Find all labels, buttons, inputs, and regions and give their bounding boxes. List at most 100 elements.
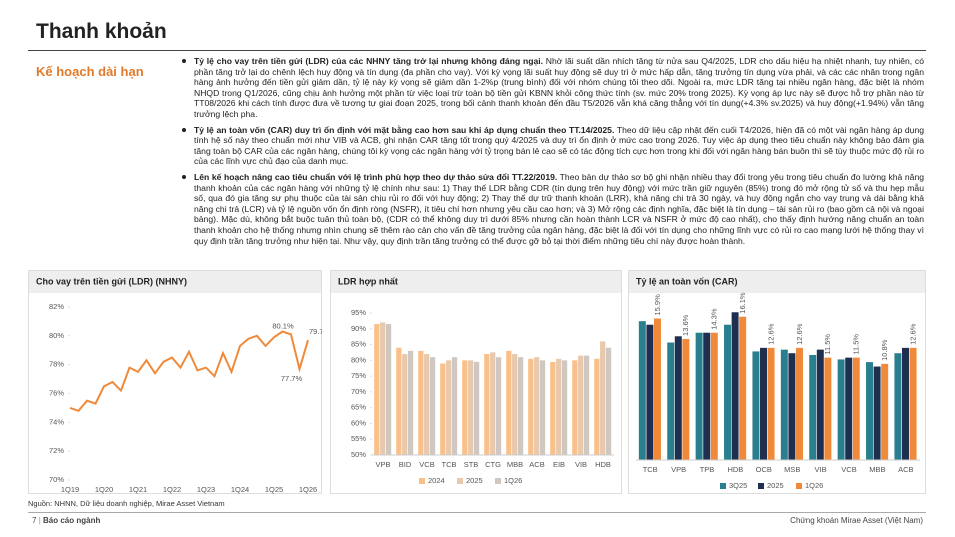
bar [816,349,824,460]
bar [710,332,718,460]
bar [451,357,458,455]
data-label: 15.9% [653,294,662,316]
section-label: Kế hoạch dài hạn [36,64,144,79]
x-tick-label: 1Q24 [231,485,249,494]
chart: Tỷ lệ an toàn vốn (CAR) TCB 15.9% VPB 13.6% T… [628,270,926,494]
bar [682,338,690,460]
bullet: Tỷ lệ an toàn vốn (CAR) duy trì ổn định … [182,125,924,167]
chart-title-bg [331,271,621,293]
y-tick-label: 65% [351,403,366,412]
legend-swatch [419,478,425,484]
y-tick-label: 60% [351,418,366,427]
data-label: 10.8% [880,339,889,361]
bar [495,357,502,455]
bar [512,354,518,455]
bar [561,360,568,455]
bar [902,347,909,460]
bullet: Tỷ lệ cho vay trên tiền gửi (LDR) của cá… [182,56,924,120]
bar [894,353,902,460]
x-tick-label: 1Q22 [163,485,181,494]
x-tick-label: CTG [485,460,501,469]
bar [594,358,600,455]
bar [572,360,578,455]
x-tick-label: OCB [756,465,772,474]
chart-title: Tỷ lệ an toàn vốn (CAR) [636,276,738,286]
footer-rule [28,512,926,513]
bullet: Lên kế hoạch nâng cao tiêu chuẩn với lệ … [182,172,924,246]
bar [780,349,788,460]
bar [873,366,881,460]
data-label: 12.6% [908,323,917,345]
data-label: 12.6% [766,323,775,345]
y-tick-label: 78% [49,360,64,369]
bar [550,361,556,455]
x-tick-label: MSB [784,465,800,474]
data-label: 12.6% [795,323,804,345]
bullet-list: Tỷ lệ cho vay trên tiền gửi (LDR) của cá… [182,56,924,251]
source-note: Nguồn: NHNN, Dữ liệu doanh nghiệp, Mirae… [28,499,225,508]
data-label: 11.5% [852,334,861,355]
separator: | [38,516,41,525]
bar [440,363,446,455]
y-tick-label: 75% [351,371,366,380]
bar [824,357,832,460]
y-tick-label: 74% [49,417,64,426]
bullet-lead: Tỷ lệ an toàn vốn (CAR) duy trì ổn định … [194,124,615,135]
bullet-text: Theo bản dự thảo sơ bộ ghi nhận nhiều th… [194,171,924,246]
y-tick-label: 80% [351,355,366,364]
bar [380,322,386,455]
chart-frame [330,270,622,494]
x-tick-label: MBB [507,460,523,469]
bar [534,357,540,455]
data-label: 77.7% [281,374,303,383]
bar [674,336,682,460]
bullet-text: Theo dữ liệu cập nhật đến cuối T4/2026, … [194,124,925,167]
x-tick-label: VIB [815,465,827,474]
bar [605,347,612,455]
bar [600,341,606,455]
bar [809,354,817,460]
x-tick-label: HDB [595,460,611,469]
data-label: 80.1% [272,321,294,330]
x-tick-label: VIB [575,460,587,469]
page-title: Thanh khoản [36,20,167,43]
bar [795,347,803,460]
bar [724,324,732,460]
bar [517,357,524,455]
x-tick-label: VCB [841,465,856,474]
bar [866,362,874,460]
bar [528,358,534,455]
bar [767,347,775,460]
bar [731,312,739,460]
legend-label: 1Q26 [504,476,522,485]
bullet-text: Nhờ lãi suất dần nhích tăng từ nửa sau Q… [194,56,924,119]
data-label: 11.5% [823,334,832,355]
x-tick-label: 1Q20 [95,485,113,494]
bullet-lead: Tỷ lệ cho vay trên tiền gửi (LDR) của cá… [194,56,543,66]
chart-title: LDR hợp nhất [338,276,398,286]
legend-label: 2025 [466,476,483,485]
chart-title-bg [629,271,925,293]
y-tick-label: 70% [49,475,64,484]
x-tick-label: ACB [898,465,913,474]
data-label: 79.7% [309,327,322,336]
chart-title: Cho vay trên tiền gửi (LDR) (NHNY) [36,276,187,286]
legend-label: 3Q25 [729,481,747,490]
x-tick-label: 1Q25 [265,485,283,494]
y-tick-label: 85% [351,340,366,349]
bar [909,347,917,460]
data-label: 13.6% [681,314,690,336]
bar [837,359,845,460]
x-tick-label: 1Q26 [299,485,317,494]
bar [407,350,414,455]
x-tick-label: TCB [643,465,658,474]
legend-label: 2024 [428,476,445,485]
x-tick-label: 1Q23 [197,485,215,494]
x-tick-label: MBB [869,465,885,474]
chart-frame [628,270,926,494]
bar [506,350,512,455]
chart-title-bg [29,271,321,293]
x-tick-label: VPB [375,460,390,469]
legend-swatch [796,483,802,489]
